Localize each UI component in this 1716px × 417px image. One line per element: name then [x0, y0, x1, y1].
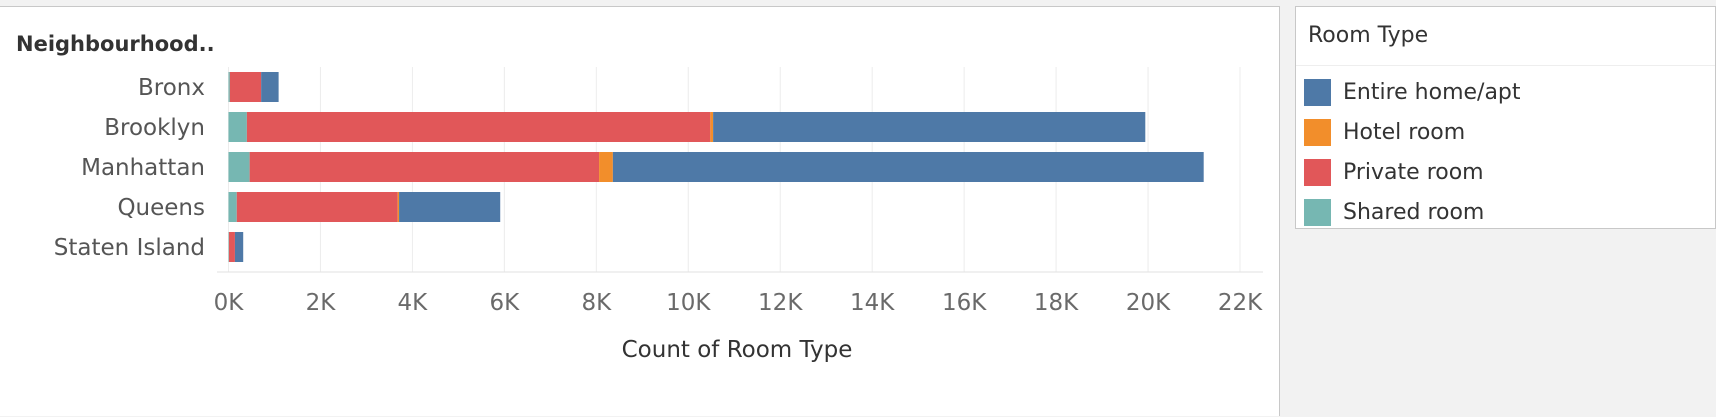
bar-segment	[229, 232, 235, 262]
bar-segment	[228, 112, 246, 142]
bar-segment	[237, 192, 398, 222]
x-tick-label: 4K	[398, 290, 429, 316]
category-label: Bronx	[138, 75, 205, 101]
bar-segment	[228, 152, 249, 182]
x-tick-label: 0K	[214, 290, 245, 316]
legend-item-shared-room[interactable]: Shared room	[1304, 198, 1484, 226]
category-label: Queens	[117, 195, 205, 221]
bar-segment	[247, 112, 710, 142]
x-tick-label: 6K	[490, 290, 521, 316]
legend-title: Room Type	[1308, 23, 1428, 48]
bar-segment	[613, 152, 1204, 182]
x-tick-label: 2K	[306, 290, 337, 316]
category-label: Staten Island	[54, 235, 205, 261]
bar-segment	[399, 192, 500, 222]
x-tick-label: 14K	[850, 290, 895, 316]
category-label: Manhattan	[81, 155, 205, 181]
legend-panel: Room Type Entire home/apt Hotel room Pri…	[1295, 6, 1716, 229]
chart-panel: 0K 2K 4K 6K 8K 10K 12K 14K 16K 18K 20K 22K Count of …	[0, 6, 1280, 416]
legend-label: Hotel room	[1343, 120, 1465, 145]
bar-segment	[713, 112, 1145, 142]
x-tick-label: 18K	[1034, 290, 1079, 316]
bar-segment	[398, 192, 399, 222]
row-header: Neighbourhood..	[16, 32, 215, 56]
x-tick-label: 22K	[1218, 290, 1263, 316]
legend-item-entire-home[interactable]: Entire home/apt	[1304, 78, 1521, 106]
x-tick-label: 10K	[666, 290, 711, 316]
legend-swatch	[1304, 199, 1331, 226]
legend-swatch	[1304, 119, 1331, 146]
x-tick-label: 12K	[758, 290, 803, 316]
legend-swatch	[1304, 79, 1331, 106]
legend-item-hotel-room[interactable]: Hotel room	[1304, 118, 1465, 146]
bar-segment	[250, 152, 599, 182]
x-tick-label: 16K	[942, 290, 987, 316]
x-tick-label: 20K	[1126, 290, 1171, 316]
legend-label: Private room	[1343, 160, 1484, 185]
legend-label: Shared room	[1343, 200, 1484, 225]
bar-segment	[235, 232, 243, 262]
bar-segment	[710, 112, 713, 142]
bar-segment	[599, 152, 613, 182]
legend-divider	[1296, 65, 1715, 66]
bar-segment	[228, 72, 229, 102]
legend-item-private-room[interactable]: Private room	[1304, 158, 1484, 186]
category-label: Brooklyn	[104, 115, 205, 141]
legend-swatch	[1304, 159, 1331, 186]
x-tick-label: 8K	[581, 290, 612, 316]
x-axis-title: Count of Room Type	[622, 337, 853, 363]
legend-label: Entire home/apt	[1343, 80, 1521, 105]
bar-segment	[261, 72, 278, 102]
stacked-bar-chart: 0K 2K 4K 6K 8K 10K 12K 14K 16K 18K 20K 22K Count of …	[0, 7, 1278, 417]
bar-segment	[228, 192, 236, 222]
bar-segment	[230, 72, 261, 102]
